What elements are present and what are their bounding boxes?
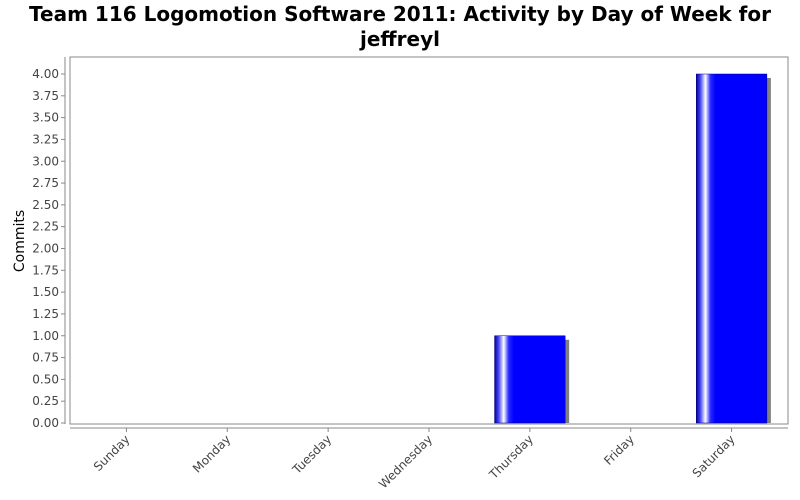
x-tick-label: Thursday — [486, 432, 536, 482]
y-tick-label: 0.25 — [32, 394, 59, 408]
bar-thursday — [494, 335, 566, 424]
y-tick-label: 2.50 — [32, 198, 59, 212]
y-tick-label: 2.25 — [32, 220, 59, 234]
x-tick-label: Tuesday — [289, 432, 334, 477]
x-tick-label: Wednesday — [376, 432, 435, 491]
y-tick-label: 3.50 — [32, 111, 59, 125]
x-tick-label: Friday — [601, 432, 637, 468]
bar-saturday — [696, 73, 768, 424]
y-tick-label: 2.00 — [32, 242, 59, 256]
plot-area — [69, 56, 789, 425]
chart-title: Team 116 Logomotion Software 2011: Activ… — [29, 2, 771, 51]
y-tick-label: 1.75 — [32, 263, 59, 277]
y-tick-label: 0.00 — [32, 416, 59, 430]
y-tick-label: 3.75 — [32, 89, 59, 103]
y-tick-label: 1.50 — [32, 285, 59, 299]
y-tick-label: 3.00 — [32, 154, 59, 168]
y-tick-label: 1.25 — [32, 307, 59, 321]
y-tick-label: 0.50 — [32, 372, 59, 386]
y-axis-label: Commits — [12, 210, 28, 272]
x-tick-label: Monday — [190, 432, 233, 475]
y-tick-label: 2.75 — [32, 176, 59, 190]
y-tick-label: 4.00 — [32, 67, 59, 81]
y-tick-label: 0.75 — [32, 351, 59, 365]
y-tick-label: 3.25 — [32, 132, 59, 146]
y-tick-label: 1.00 — [32, 329, 59, 343]
x-tick-label: Sunday — [91, 432, 133, 474]
x-tick-label: Saturday — [690, 432, 738, 480]
